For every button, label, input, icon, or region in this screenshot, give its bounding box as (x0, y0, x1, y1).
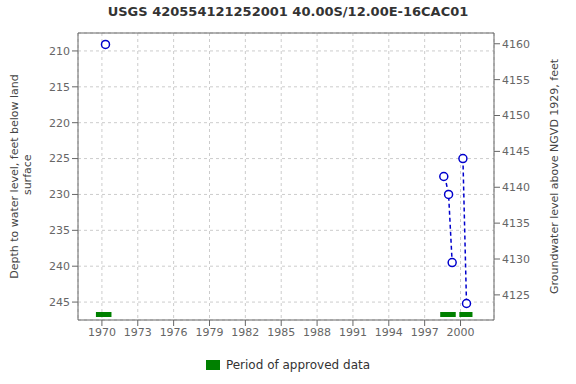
svg-text:210: 210 (49, 45, 70, 58)
svg-text:Depth to water level, feet bel: Depth to water level, feet below land su… (8, 74, 34, 279)
svg-text:225: 225 (49, 152, 70, 165)
svg-text:4150: 4150 (502, 109, 530, 122)
svg-text:220: 220 (49, 117, 70, 130)
svg-text:230: 230 (49, 188, 70, 201)
svg-text:1997: 1997 (411, 326, 439, 339)
svg-text:4130: 4130 (502, 253, 530, 266)
svg-text:4135: 4135 (502, 217, 530, 230)
svg-text:1976: 1976 (160, 326, 188, 339)
svg-text:1991: 1991 (339, 326, 367, 339)
svg-text:1985: 1985 (267, 326, 295, 339)
svg-text:2000: 2000 (447, 326, 475, 339)
svg-text:245: 245 (49, 296, 70, 309)
svg-text:1970: 1970 (88, 326, 116, 339)
svg-text:1973: 1973 (124, 326, 152, 339)
svg-text:4145: 4145 (502, 145, 530, 158)
html-text:USGS 420554121252001 40.00S/12: USGS 420554121252001 40.00S/12.00E-16CAC… (107, 4, 469, 19)
svg-text:240: 240 (49, 260, 70, 273)
svg-text:1979: 1979 (195, 326, 223, 339)
svg-text:235: 235 (49, 224, 70, 237)
svg-text:215: 215 (49, 81, 70, 94)
svg-text:4160: 4160 (502, 38, 530, 51)
svg-text:4155: 4155 (502, 74, 530, 87)
html-text:Period of approved data: Period of approved data (225, 358, 371, 372)
svg-text:1982: 1982 (231, 326, 259, 339)
svg-text:4125: 4125 (502, 289, 530, 302)
svg-text:1994: 1994 (375, 326, 403, 339)
svg-text:Groundwater level above NGVD 1: Groundwater level above NGVD 1929, feet (548, 58, 561, 294)
svg-text:4140: 4140 (502, 181, 530, 194)
svg-text:1988: 1988 (303, 326, 331, 339)
